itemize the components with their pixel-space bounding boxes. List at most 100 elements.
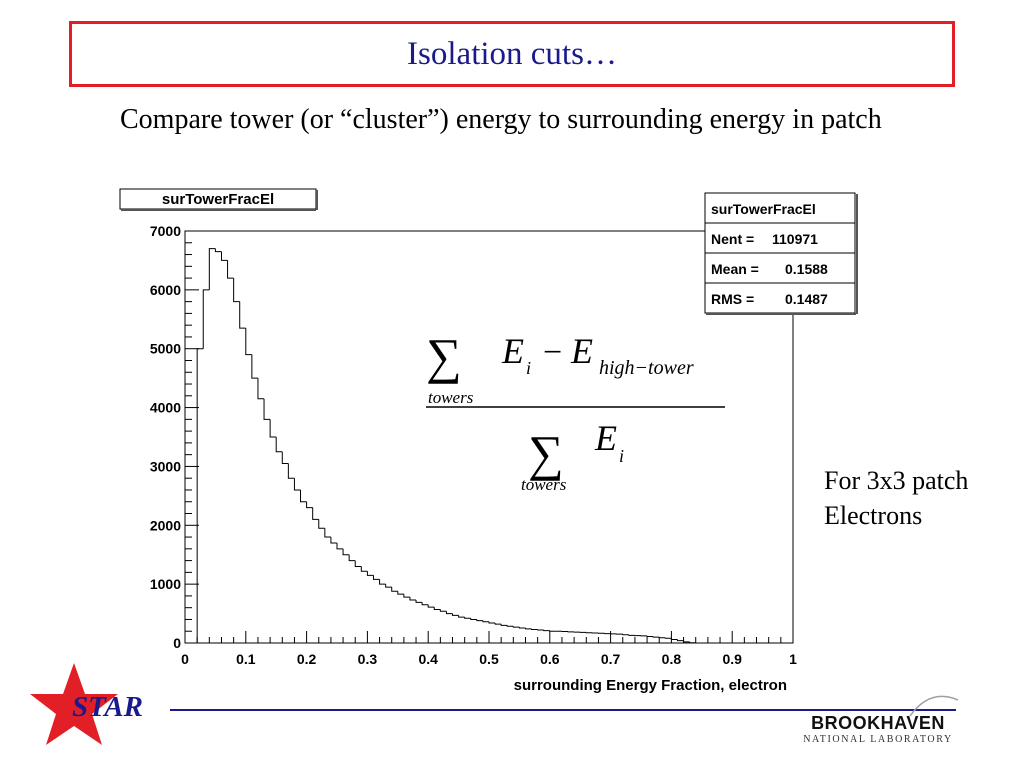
y-tick-label: 4000 [150,400,181,416]
slide-subtitle: Compare tower (or “cluster”) energy to s… [120,104,882,135]
x-tick-label: 1 [789,651,797,667]
denominator-E: E [594,418,617,458]
histogram-bin [330,537,337,544]
histogram-bin [415,600,423,603]
histogram-bin [452,613,459,616]
histogram-bin [494,622,502,625]
histogram-bin [439,609,447,612]
histogram-bin [385,584,392,588]
histogram-bin [652,636,660,638]
sum-label-bottom: towers [521,475,567,494]
x-tick-label: 0 [181,651,189,667]
x-tick-label: 0.2 [297,651,317,667]
histogram-bin [433,607,441,610]
histogram-bin [646,635,654,638]
brookhaven-logo-text: BROOKHAVEN [811,713,945,733]
histogram-bin [458,615,465,618]
x-tick-label: 0.1 [236,651,256,667]
histogram-bin [257,378,265,400]
histogram-bin [676,639,684,642]
histogram-bin [293,478,301,491]
histogram-bin [476,619,483,622]
histogram-bin [464,617,471,619]
histogram-bin [622,634,629,636]
histogram-bin [263,398,271,420]
histogram-bin [306,501,313,509]
stats-mean-label: Mean = [711,261,759,277]
histogram-bin [421,602,429,606]
histogram-bin [342,548,350,556]
slide-title-box: Isolation cuts… [69,21,955,87]
histogram-bin [500,624,508,626]
y-tick-label: 7000 [150,223,181,239]
histogram-bin [227,260,234,279]
histogram-bin [379,579,386,585]
histogram-bin [251,354,258,379]
histogram-bin [482,620,489,623]
histogram-bin [324,528,331,538]
histogram-bin [427,604,435,608]
brookhaven-subtitle: NATIONAL LABORATORY [803,734,953,745]
histogram-bins [196,248,696,644]
histogram-bin [658,637,666,639]
histogram-bin [403,594,410,598]
star-icon [30,663,118,745]
y-axis: 0 1000 2000 3000 4000 5000 6000 7000 [150,223,199,651]
histogram-bin [318,519,325,529]
hist-title: surTowerFracEl [162,191,274,208]
histogram-bin [214,248,222,253]
histogram-bin [524,627,532,630]
histogram-bin [245,328,252,356]
sum-symbol-top: ∑ [426,328,462,384]
numerator-E: E [501,331,524,371]
numerator-i: i [526,358,531,378]
histogram-bin [348,554,356,562]
histogram-bin [470,618,477,620]
histogram-bin [506,625,514,627]
histogram-bin [233,278,240,303]
histogram-bin [628,634,635,636]
minus-sign: − [543,334,562,371]
stats-box: surTowerFracEl Nent = 110971 Mean = 0.15… [704,192,858,315]
slide-title: Isolation cuts… [407,35,617,72]
y-tick-label: 6000 [150,282,181,298]
histogram-bin [391,587,398,592]
histogram-bin [196,348,204,643]
histogram-bin [518,627,526,629]
histogram-bin [372,575,380,580]
histogram-bin [275,437,283,453]
stats-rms-value: 0.1487 [785,291,828,307]
x-tick-label: 0.7 [601,651,621,667]
histogram-bin [300,489,307,503]
histogram-bin [336,542,344,550]
sum-label-top: towers [428,388,474,407]
y-tick-label: 5000 [150,341,181,357]
histogram-bin [683,640,690,643]
histogram-bin [537,629,544,631]
stats-rms-label: RMS = [711,291,754,307]
numerator-E2: E [570,331,593,371]
histogram-bin [397,591,404,595]
x-tick-label: 0.4 [418,651,438,667]
isolation-formula: ∑ E i − E high−tower towers ∑ E i towers [426,328,725,494]
x-axis-label: surrounding Energy Fraction, electron [514,677,787,694]
histogram-bin [670,638,678,640]
histogram-bin [664,637,672,639]
y-tick-label: 1000 [150,576,181,592]
y-tick-label: 2000 [150,517,181,533]
sum-symbol-bottom: ∑ [528,425,564,481]
side-note: For 3x3 patch Electrons [824,463,968,533]
side-note-line-1: For 3x3 patch [824,466,969,495]
histogram-bin [512,626,520,628]
footer-rule [170,709,956,711]
x-tick-label: 0.8 [662,651,682,667]
histogram-bin [488,621,496,624]
histogram-bin [549,630,556,632]
histogram-bin [543,630,550,632]
stats-nent-label: Nent = [711,231,754,247]
star-logo-text: STAR [72,691,143,723]
histogram-bin [312,507,319,520]
x-axis: 0 0.1 0.2 0.3 0.4 0.5 0.6 0.7 0.8 0.9 1 [181,631,797,667]
